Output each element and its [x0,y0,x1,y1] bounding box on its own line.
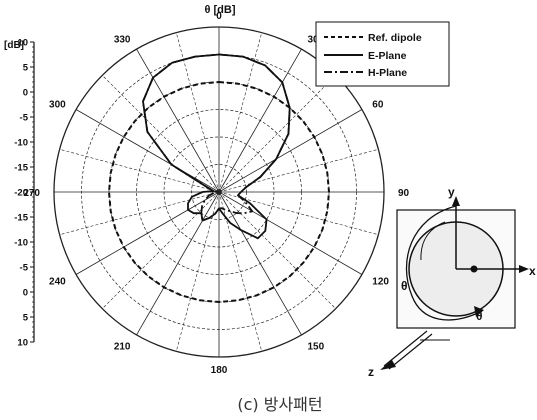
angle-tick-label: 240 [49,277,66,288]
inset-z-label: z [368,365,374,379]
inset-x-arrow-icon [519,265,529,273]
polar-grid [53,26,385,358]
legend-label-h-plane: H-Plane [368,67,407,79]
inset-y-arrow-icon [452,196,460,206]
radial-scale-label: -10 [14,238,28,249]
y-axis-label: [dB] [4,40,24,51]
radial-scale-label: -15 [14,163,28,174]
radial-scale: 10 5 0 -5 -10 -15 -20 -15 -10 -5 0 5 10 [14,38,35,349]
grid-spoke [176,191,220,352]
legend: Ref. dipole E-Plane H-Plane [315,21,450,87]
inset-theta-bottom-label: θ [476,309,483,323]
angle-tick-label: 330 [114,35,131,46]
radial-scale-label: 0 [23,288,28,299]
inset-theta-left-label: θ [401,279,408,293]
inset-z-axis-b [388,333,433,370]
radial-scale-label: -10 [14,138,28,149]
grid-spoke [102,191,220,309]
series-line-h-plane [142,53,291,222]
radial-scale-label: 5 [23,63,29,74]
inset-x-label: x [529,264,536,278]
angle-tick-labels: 0 30 60 90 120 150 180 210 240 270 300 330 [23,11,409,376]
radial-scale-label: -5 [20,263,29,274]
grid-spoke [59,149,220,193]
grid-spoke [75,191,220,275]
angle-tick-label: 300 [49,100,66,111]
grid-spoke [218,109,363,193]
inset-theta-arc-icon [420,221,446,261]
grid-spoke [218,75,336,193]
coordinate-inset: y x θ θ z [368,185,536,379]
grid-spoke [102,75,220,193]
grid-spoke [59,191,220,235]
angle-tick-label: 120 [372,277,389,288]
radial-scale-label: -5 [20,113,29,124]
inset-origin-dot [470,265,478,273]
grid-spoke [136,48,220,193]
grid-spoke [218,32,262,193]
legend-label-ref-dipole: Ref. dipole [368,32,422,44]
angle-tick-label: 150 [308,341,325,352]
series-layer [108,53,330,303]
inset-y-label: y [448,185,455,199]
angle-tick-label: 270 [23,188,40,199]
grid-spoke [218,48,302,193]
radial-scale-label: 5 [23,313,29,324]
inset-loop-path [405,205,481,321]
radial-scale-label: 0 [23,88,28,99]
radial-scale-label: 10 [17,38,28,49]
grid-spoke [75,109,220,193]
chart-title: θ [dB] [205,4,236,16]
radial-scale-label: 10 [17,338,28,349]
grid-spoke [218,191,363,275]
figure-caption: (c) 방사패턴 [237,395,322,414]
grid-spoke [218,149,379,193]
grid-spoke [218,191,302,336]
inset-theta-arrow-icon [474,306,484,317]
angle-tick-label: 210 [114,341,131,352]
grid-spoke [218,191,379,235]
radial-scale-label: -15 [14,213,28,224]
inset-z-axis-a [383,330,428,367]
legend-label-e-plane: E-Plane [368,50,407,62]
angle-tick-label: 0 [216,11,222,22]
angle-tick-label: 180 [211,365,228,376]
series-line-ref-dipole [108,81,330,303]
angle-tick-label: 30 [308,35,320,46]
inset-z-arrow-icon [380,360,396,370]
angle-tick-label: 60 [372,100,384,111]
angle-tick-label: 90 [398,188,410,199]
grid-spoke [218,191,336,309]
radial-scale-label: -20 [14,188,28,199]
grid-spoke [136,191,220,336]
